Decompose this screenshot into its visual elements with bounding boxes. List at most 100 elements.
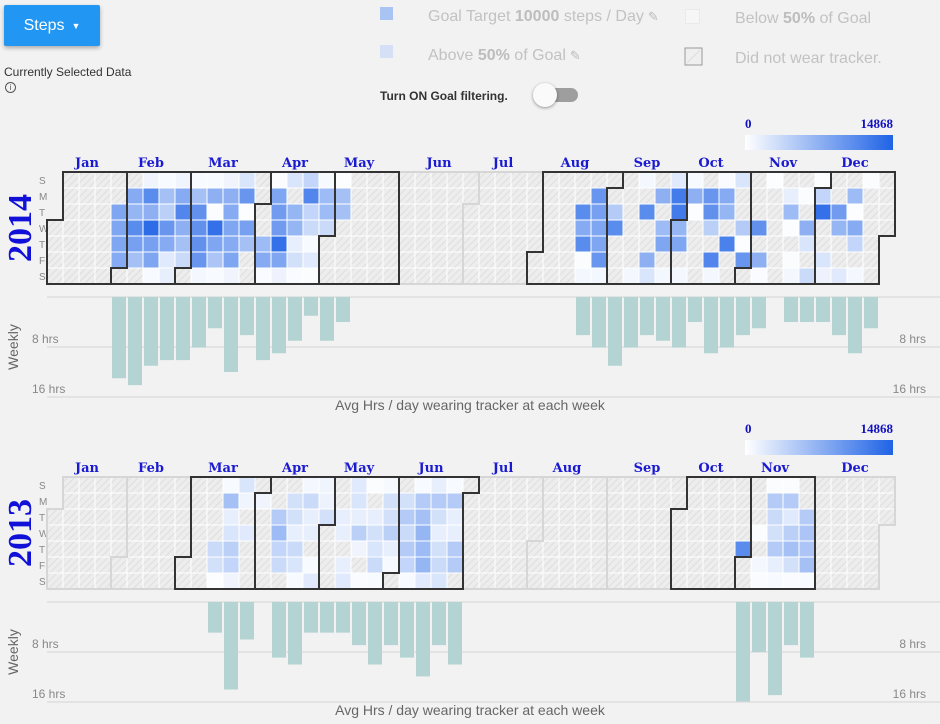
goal-value[interactable]: 10000 [514, 8, 560, 25]
day-cell [190, 219, 208, 237]
day-cell [190, 203, 208, 221]
weekly-bar [224, 297, 238, 372]
day-cell [270, 203, 288, 221]
day-cell-not-worn [414, 219, 432, 237]
day-cell-not-worn [638, 492, 656, 510]
day-cell-not-worn [574, 524, 592, 542]
day-cell-not-worn [350, 235, 368, 253]
day-cell [174, 171, 192, 189]
day-label: T [39, 240, 45, 251]
day-cell [254, 267, 272, 285]
day-cell [318, 476, 336, 494]
day-cell-not-worn [78, 203, 96, 221]
day-cell-not-worn [62, 556, 80, 574]
day-cell-not-worn [542, 492, 560, 510]
day-cell-not-worn [638, 524, 656, 542]
day-cell-not-worn [478, 187, 496, 205]
month-label: Feb [138, 156, 164, 171]
day-cell [798, 267, 816, 285]
pencil-icon[interactable]: ✎ [647, 9, 659, 24]
day-cell-not-worn [478, 524, 496, 542]
day-cell [158, 203, 176, 221]
day-cell [398, 524, 416, 542]
day-cell-not-worn [302, 540, 320, 558]
day-cell [190, 251, 208, 269]
weekly-bar [224, 602, 238, 690]
day-cell-not-worn [734, 508, 752, 526]
day-cell [798, 235, 816, 253]
day-cell [446, 476, 464, 494]
day-cell-not-worn [654, 492, 672, 510]
day-cell [110, 251, 128, 269]
scale-min-label: 0 [745, 116, 752, 131]
day-cell [222, 219, 240, 237]
above-value[interactable]: 50% [477, 47, 510, 64]
day-cell [206, 267, 224, 285]
day-cell-not-worn [286, 187, 304, 205]
day-cell [382, 476, 400, 494]
month-label: Jul [492, 156, 514, 171]
metric-dropdown-button[interactable]: Steps ▼ [4, 5, 100, 46]
day-label: M [39, 497, 47, 508]
day-cell [798, 572, 816, 590]
day-cell [734, 219, 752, 237]
day-cell [782, 556, 800, 574]
day-cell [702, 251, 720, 269]
day-cell [638, 171, 656, 189]
day-cell [654, 219, 672, 237]
day-cell [414, 540, 432, 558]
day-cell [766, 556, 784, 574]
day-cell-not-worn [174, 267, 192, 285]
day-cell-not-worn [846, 171, 864, 189]
day-cell-not-worn [510, 540, 528, 558]
goal-filter-toggle-knob[interactable] [533, 83, 557, 107]
day-cell-not-worn [126, 476, 144, 494]
day-cell-not-worn [62, 171, 80, 189]
day-cell-not-worn [446, 219, 464, 237]
day-cell [782, 540, 800, 558]
below-goal-legend: Below 50% of Goal [735, 10, 871, 28]
day-cell-not-worn [494, 171, 512, 189]
day-cell-not-worn [814, 492, 832, 510]
day-cell-not-worn [446, 203, 464, 221]
day-cell-not-worn [734, 556, 752, 574]
day-cell [622, 267, 640, 285]
day-cell-not-worn [190, 540, 208, 558]
day-cell [638, 251, 656, 269]
day-cell [190, 267, 208, 285]
day-cell-not-worn [366, 203, 384, 221]
day-cell [382, 556, 400, 574]
day-cell-not-worn [238, 540, 256, 558]
pencil-icon[interactable]: ✎ [569, 48, 581, 63]
weekly-bar [272, 602, 286, 658]
day-cell [142, 219, 160, 237]
day-cell-not-worn [62, 203, 80, 221]
day-cell-not-worn [110, 171, 128, 189]
day-cell [590, 203, 608, 221]
weekly-axis-label: Weekly [5, 629, 21, 675]
day-cell-not-worn [606, 171, 624, 189]
day-cell-not-worn [414, 203, 432, 221]
day-cell-not-worn [526, 171, 544, 189]
day-cell-not-worn [126, 492, 144, 510]
day-cell-not-worn [862, 572, 880, 590]
weekly-bar [784, 602, 798, 646]
day-cell [366, 572, 384, 590]
tick-label-right: 8 hrs [899, 332, 926, 346]
day-cell-not-worn [526, 219, 544, 237]
month-label: Sep [634, 156, 661, 171]
day-cell [798, 556, 816, 574]
day-cell [590, 187, 608, 205]
day-cell-not-worn [46, 235, 64, 253]
day-cell-not-worn [174, 572, 192, 590]
day-cell-not-worn [702, 572, 720, 590]
day-cell [206, 251, 224, 269]
day-cell-not-worn [94, 572, 112, 590]
day-cell [222, 556, 240, 574]
info-icon[interactable]: i [5, 82, 16, 93]
weekly-bar [384, 602, 398, 646]
day-cell-not-worn [542, 251, 560, 269]
day-cell-not-worn [446, 171, 464, 189]
day-cell-not-worn [526, 203, 544, 221]
day-cell-not-worn [574, 572, 592, 590]
